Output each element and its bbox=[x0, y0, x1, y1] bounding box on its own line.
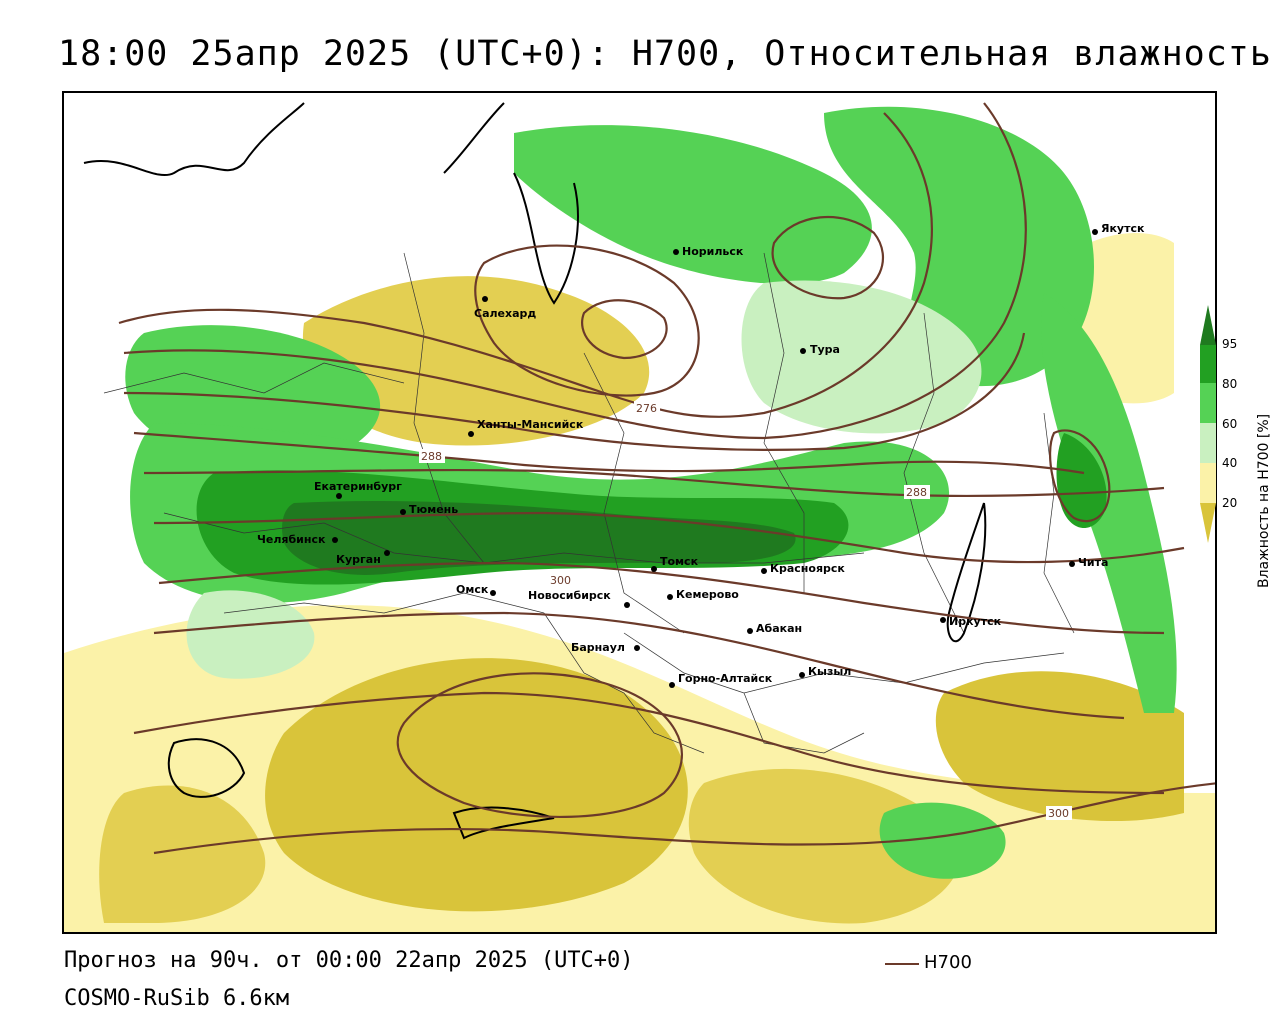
city-label: Омск bbox=[456, 583, 489, 596]
city-label: Ханты-Мансийск bbox=[477, 418, 584, 431]
city-label: Якутск bbox=[1101, 222, 1145, 235]
contour-label: 288 bbox=[421, 450, 442, 463]
forecast-info: Прогноз на 90ч. от 00:00 22апр 2025 (UTC… bbox=[64, 948, 634, 973]
city-dot bbox=[673, 249, 679, 255]
city-label: Абакан bbox=[756, 622, 802, 635]
city-dot bbox=[747, 628, 753, 634]
contour-legend-label: H700 bbox=[924, 952, 972, 973]
city-label: Кызыл bbox=[808, 665, 851, 678]
city-label: Иркутск bbox=[949, 615, 1002, 628]
contour-label: 300 bbox=[550, 574, 571, 587]
city-dot bbox=[332, 537, 338, 543]
city-dot bbox=[336, 493, 342, 499]
colorbar-band-80 bbox=[1200, 383, 1216, 423]
colorbar-tick: 60 bbox=[1222, 417, 1238, 431]
city-label: Тюмень bbox=[409, 503, 458, 516]
contour-labels: 276 288 288 300 300 bbox=[419, 401, 1072, 820]
city-dot bbox=[384, 550, 390, 556]
colorbar-bottom-arrow bbox=[1200, 463, 1216, 543]
city-label: Екатеринбург bbox=[314, 480, 402, 493]
city-dot bbox=[800, 348, 806, 354]
city-dot bbox=[634, 645, 640, 651]
contour-label: 300 bbox=[1048, 807, 1069, 820]
city-dot bbox=[400, 509, 406, 515]
city-dot bbox=[667, 594, 673, 600]
model-name: COSMO-RuSib 6.6км bbox=[64, 986, 290, 1011]
city-label: Новосибирск bbox=[528, 589, 611, 602]
city-label: Чита bbox=[1078, 556, 1108, 569]
contour-label: 288 bbox=[906, 486, 927, 499]
city-label: Салехард bbox=[474, 307, 536, 320]
city-label: Тура bbox=[810, 343, 840, 356]
humidity-map: 276 288 288 300 300 Якутск Норильск Сале… bbox=[64, 93, 1215, 932]
colorbar-tick: 40 bbox=[1222, 456, 1238, 470]
city-dot bbox=[468, 431, 474, 437]
colorbar-band-60 bbox=[1200, 423, 1216, 463]
city-dot bbox=[651, 566, 657, 572]
colorbar-label: Влажность на H700 [%] bbox=[1256, 413, 1272, 588]
city-label: Томск bbox=[660, 555, 699, 568]
city-markers: Якутск Норильск Салехард Тура Ханты-Манс… bbox=[257, 222, 1145, 688]
city-label: Челябинск bbox=[257, 533, 326, 546]
city-label: Красноярск bbox=[770, 562, 845, 575]
colorbar-band-95 bbox=[1200, 345, 1216, 383]
city-dot bbox=[1092, 229, 1098, 235]
city-dot bbox=[490, 590, 496, 596]
city-label: Кемерово bbox=[676, 588, 739, 601]
colorbar-tick: 95 bbox=[1222, 337, 1238, 351]
city-dot bbox=[940, 617, 946, 623]
humidity-field bbox=[64, 106, 1215, 932]
city-dot bbox=[624, 602, 630, 608]
city-dot bbox=[761, 568, 767, 574]
city-dot bbox=[799, 672, 805, 678]
city-dot bbox=[482, 296, 488, 302]
contour-legend-line bbox=[885, 963, 919, 965]
city-label: Барнаул bbox=[571, 641, 625, 654]
map-title: 18:00 25апр 2025 (UTC+0): H700, Относите… bbox=[58, 34, 1272, 74]
city-label: Курган bbox=[336, 553, 381, 566]
colorbar-tick: 20 bbox=[1222, 496, 1238, 510]
contour-label: 276 bbox=[636, 402, 657, 415]
colorbar-tick: 80 bbox=[1222, 377, 1238, 391]
city-label: Горно-Алтайск bbox=[678, 672, 773, 685]
city-dot bbox=[669, 682, 675, 688]
map-panel: 276 288 288 300 300 Якутск Норильск Сале… bbox=[62, 91, 1217, 934]
city-dot bbox=[1069, 561, 1075, 567]
city-label: Норильск bbox=[682, 245, 744, 258]
colorbar-top-arrow bbox=[1200, 305, 1216, 345]
